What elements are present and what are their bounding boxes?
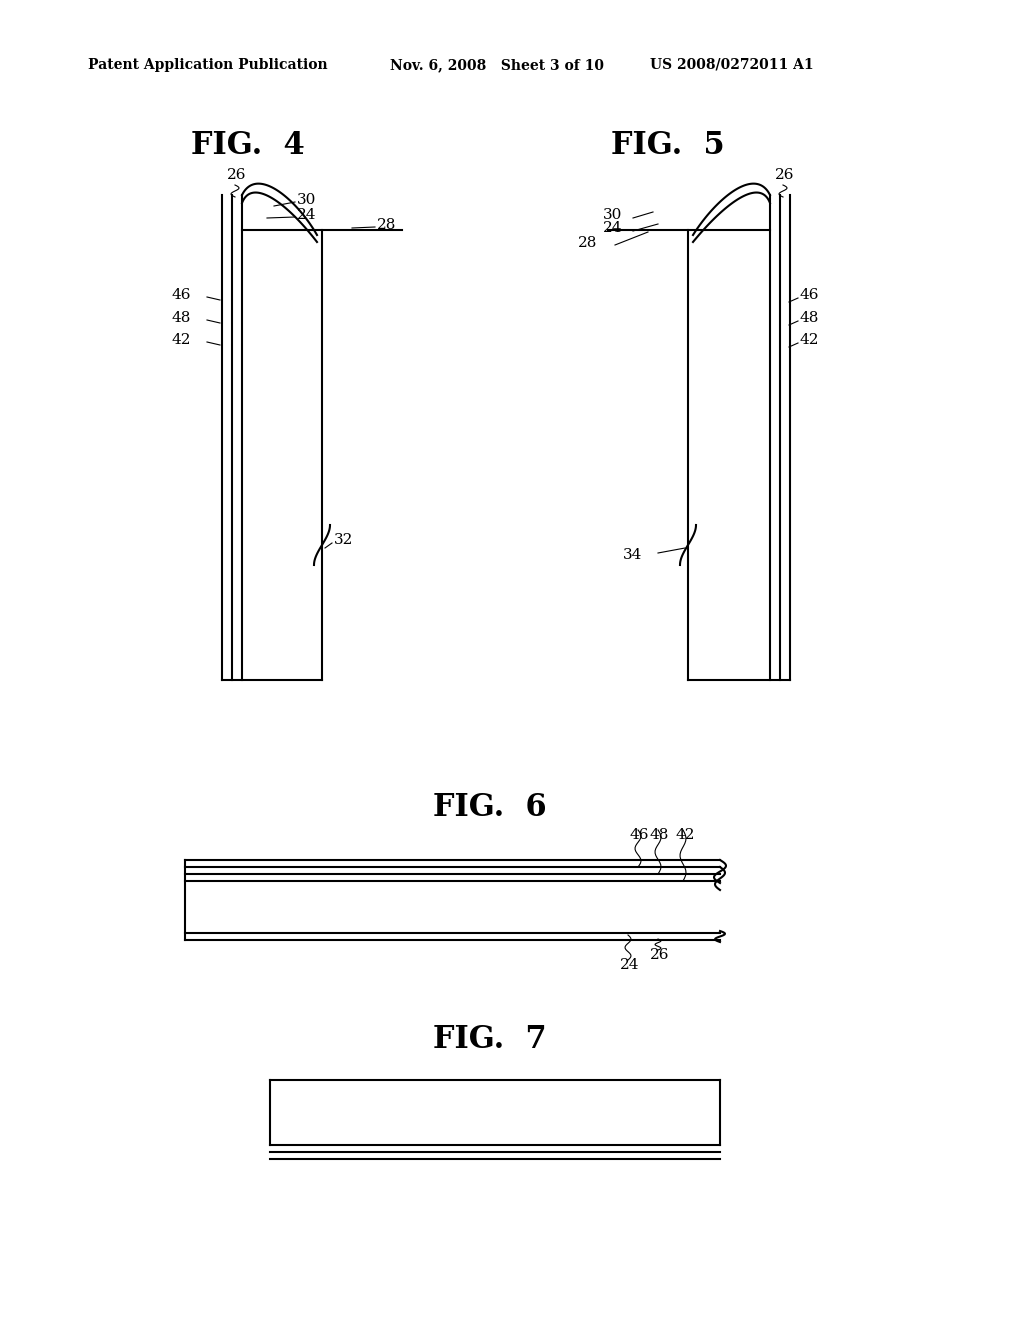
Text: 26: 26	[650, 948, 670, 962]
Text: 28: 28	[377, 218, 396, 232]
Text: 46: 46	[630, 828, 649, 842]
Text: 30: 30	[603, 209, 623, 222]
Text: 42: 42	[172, 333, 191, 347]
Text: 42: 42	[800, 333, 819, 347]
Text: US 2008/0272011 A1: US 2008/0272011 A1	[650, 58, 814, 73]
Text: 24: 24	[603, 220, 623, 235]
Text: 26: 26	[227, 168, 247, 182]
Text: Nov. 6, 2008   Sheet 3 of 10: Nov. 6, 2008 Sheet 3 of 10	[390, 58, 604, 73]
Text: 28: 28	[578, 236, 597, 249]
Text: FIG.  6: FIG. 6	[433, 792, 547, 824]
Text: 26: 26	[775, 168, 795, 182]
Text: 24: 24	[620, 958, 640, 972]
Text: 48: 48	[650, 828, 670, 842]
Text: 34: 34	[623, 548, 642, 562]
Text: FIG.  5: FIG. 5	[611, 129, 725, 161]
Text: 42: 42	[675, 828, 694, 842]
Text: 48: 48	[800, 312, 819, 325]
Text: 24: 24	[297, 209, 316, 222]
Text: 48: 48	[172, 312, 191, 325]
Text: 46: 46	[172, 288, 191, 302]
Text: FIG.  7: FIG. 7	[433, 1024, 547, 1056]
Text: 30: 30	[297, 193, 316, 207]
Text: 32: 32	[334, 533, 353, 546]
Text: FIG.  4: FIG. 4	[191, 129, 305, 161]
Text: 46: 46	[800, 288, 819, 302]
Text: Patent Application Publication: Patent Application Publication	[88, 58, 328, 73]
